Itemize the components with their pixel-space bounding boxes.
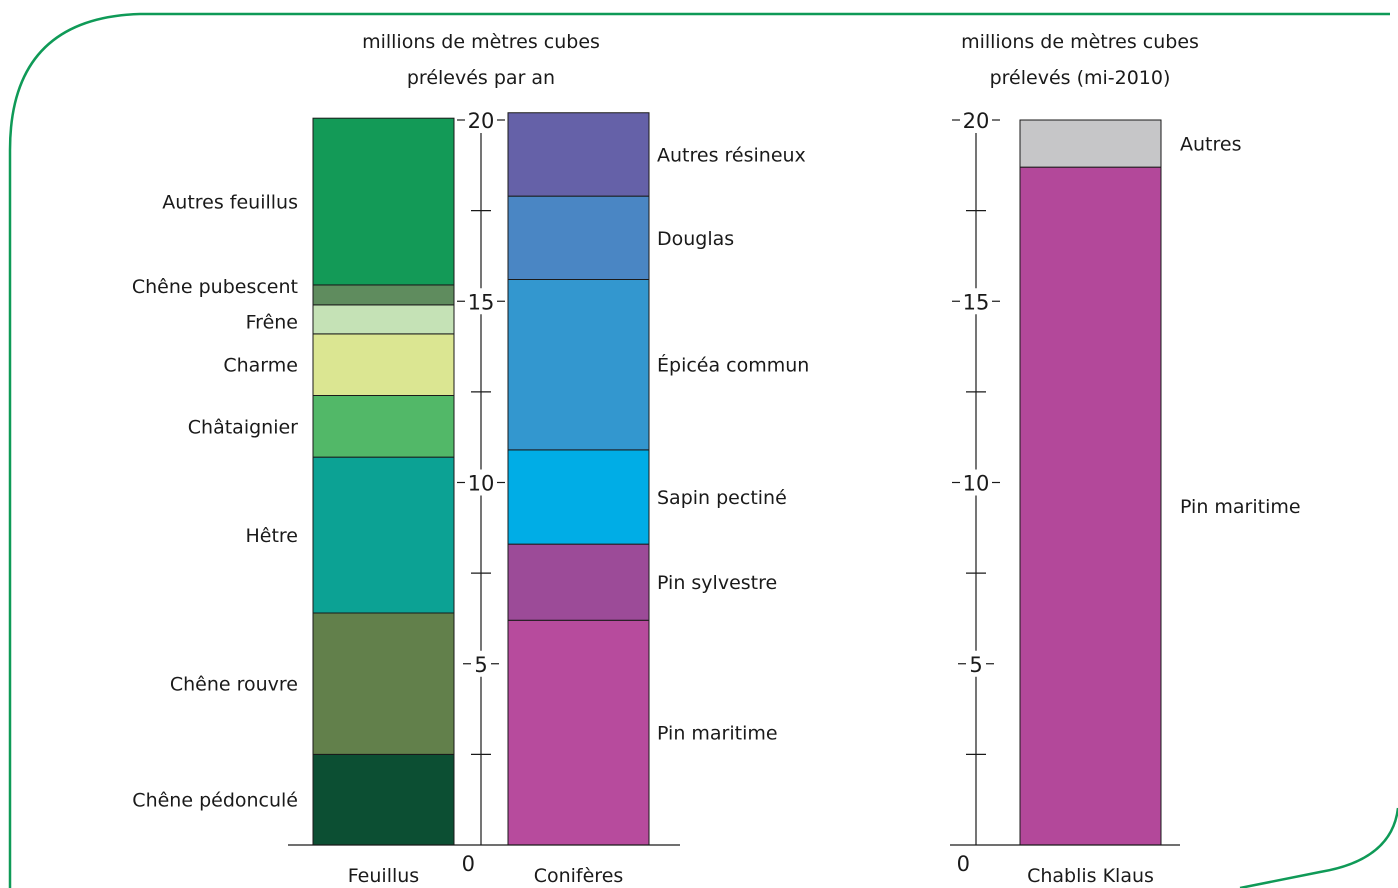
category-label: Conifères bbox=[534, 865, 624, 887]
y-tick-label: 10 bbox=[468, 472, 495, 496]
category-label: Feuillus bbox=[348, 865, 419, 887]
y-tick-label: 20 bbox=[468, 109, 495, 133]
y-tick-label-bg bbox=[962, 288, 990, 315]
segment-label: Frêne bbox=[246, 311, 298, 333]
y-tick-label: 10 bbox=[963, 472, 990, 496]
category-label: Chablis Klaus bbox=[1027, 865, 1154, 887]
bar-segment-sapin-pectin- bbox=[507, 449, 650, 545]
segment-label: Chêne rouvre bbox=[170, 674, 298, 696]
chart-title-line2: prélevés par an bbox=[407, 67, 555, 89]
y-tick-label: 15 bbox=[468, 290, 495, 314]
bar-segment-ch-taignier bbox=[312, 395, 455, 458]
bar-segment-pin-maritime bbox=[1019, 166, 1162, 846]
segment-label: Autres feuillus bbox=[162, 192, 298, 214]
segment-label: Pin maritime bbox=[1180, 496, 1301, 518]
bar-segment-pin-maritime bbox=[507, 619, 650, 846]
bar-segment-fr-ne bbox=[312, 304, 455, 335]
y-tick-label: 0 bbox=[957, 852, 970, 876]
y-tick-label-bg bbox=[968, 650, 984, 677]
bar-segment-pin-sylvestre bbox=[507, 543, 650, 621]
segment-label: Chêne pédonculé bbox=[132, 790, 298, 812]
bar-segment-ch-ne-pubescent bbox=[312, 284, 455, 306]
y-tick-label: 0 bbox=[462, 852, 475, 876]
chart-title-line1: millions de mètres cubes bbox=[961, 31, 1199, 53]
y-tick-label-bg bbox=[962, 469, 990, 496]
bar-segment-autres-r-sineux bbox=[507, 112, 650, 197]
segment-label: Pin sylvestre bbox=[657, 572, 777, 594]
rounded-frame bbox=[8, 12, 1398, 888]
y-tick-label-bg bbox=[473, 650, 489, 677]
bar-segment-h-tre bbox=[312, 456, 455, 614]
y-tick-label-bg bbox=[467, 469, 495, 496]
segment-label: Autres résineux bbox=[657, 144, 806, 166]
segment-label: Charme bbox=[223, 355, 298, 377]
y-tick-label: 20 bbox=[963, 109, 990, 133]
segment-label: Chêne pubescent bbox=[132, 276, 298, 298]
segment-label: Autres bbox=[1180, 134, 1241, 156]
bar-segment-charme bbox=[312, 333, 455, 396]
segment-label: Hêtre bbox=[245, 525, 298, 547]
bar-segment-autres-feuillus bbox=[312, 117, 455, 286]
y-tick-label: 5 bbox=[474, 653, 487, 677]
y-tick-label-bg bbox=[467, 107, 495, 133]
y-tick-label-bg bbox=[962, 107, 990, 133]
segment-label: Châtaignier bbox=[188, 416, 298, 438]
y-tick-label-bg bbox=[467, 288, 495, 315]
y-tick-label: 15 bbox=[963, 290, 990, 314]
segment-label: Pin maritime bbox=[657, 723, 778, 745]
segment-label: Épicéa commun bbox=[657, 354, 809, 377]
bar-segment--pic-a-commun bbox=[507, 279, 650, 451]
bar-segment-ch-ne-p-doncul- bbox=[312, 753, 455, 846]
segment-label: Sapin pectiné bbox=[657, 487, 787, 509]
bar-segment-autres bbox=[1019, 119, 1162, 168]
bar-segment-douglas bbox=[507, 195, 650, 280]
chart-title-line2: prélevés (mi-2010) bbox=[990, 67, 1171, 89]
y-tick-label: 5 bbox=[969, 653, 982, 677]
chart-title-line1: millions de mètres cubes bbox=[362, 31, 600, 53]
segment-label: Douglas bbox=[657, 228, 734, 250]
bar-segment-ch-ne-rouvre bbox=[312, 612, 455, 755]
